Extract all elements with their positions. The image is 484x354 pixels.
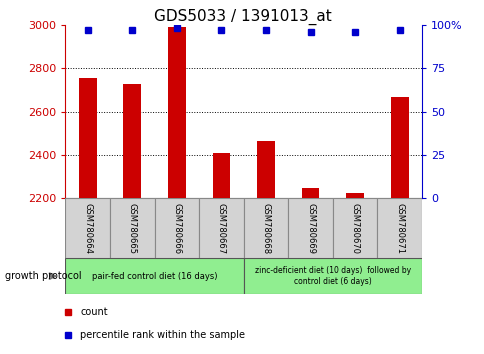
Text: GSM780671: GSM780671	[394, 203, 403, 254]
Text: pair-fed control diet (16 days): pair-fed control diet (16 days)	[91, 272, 217, 281]
Bar	[167, 27, 185, 198]
Bar	[65, 198, 110, 258]
Bar	[257, 141, 274, 198]
Text: GSM780664: GSM780664	[83, 203, 92, 254]
Text: growth protocol: growth protocol	[5, 271, 81, 281]
Bar	[110, 198, 154, 258]
Bar	[346, 193, 363, 198]
Text: GSM780666: GSM780666	[172, 203, 181, 254]
Bar	[212, 153, 230, 198]
Bar	[199, 198, 243, 258]
Text: count: count	[80, 307, 108, 318]
Bar	[79, 78, 96, 198]
Bar	[377, 198, 421, 258]
Text: GSM780669: GSM780669	[305, 203, 315, 254]
Bar	[301, 188, 319, 198]
Bar	[243, 258, 421, 294]
Text: GSM780667: GSM780667	[216, 203, 226, 254]
Bar	[123, 84, 141, 198]
Text: GSM780668: GSM780668	[261, 203, 270, 254]
Text: zinc-deficient diet (10 days)  followed by
control diet (6 days): zinc-deficient diet (10 days) followed b…	[254, 267, 410, 286]
Bar	[332, 198, 377, 258]
Bar	[154, 198, 199, 258]
Text: percentile rank within the sample: percentile rank within the sample	[80, 330, 245, 341]
Text: GSM780665: GSM780665	[128, 203, 136, 254]
Bar	[65, 258, 243, 294]
Bar	[287, 198, 332, 258]
Bar	[390, 97, 408, 198]
Text: GDS5033 / 1391013_at: GDS5033 / 1391013_at	[153, 9, 331, 25]
Bar	[243, 198, 287, 258]
Text: GSM780670: GSM780670	[350, 203, 359, 254]
